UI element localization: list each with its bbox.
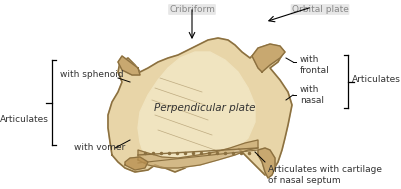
Text: Articulates: Articulates <box>351 75 400 84</box>
Text: Articulates: Articulates <box>0 115 49 125</box>
Polygon shape <box>125 157 148 170</box>
Polygon shape <box>138 52 254 168</box>
Polygon shape <box>118 56 140 75</box>
Text: with
nasal: with nasal <box>299 85 323 105</box>
Polygon shape <box>251 44 284 72</box>
Polygon shape <box>138 140 257 168</box>
Text: with vomer: with vomer <box>74 143 125 153</box>
Polygon shape <box>108 38 291 175</box>
Text: Perpendicular plate: Perpendicular plate <box>154 103 255 113</box>
Text: with
frontal: with frontal <box>299 55 329 75</box>
Text: Articulates with cartilage
of nasal septum: Articulates with cartilage of nasal sept… <box>267 165 381 185</box>
Polygon shape <box>257 148 274 178</box>
Text: with sphenoid: with sphenoid <box>60 70 124 80</box>
Text: Cribriform: Cribriform <box>169 5 215 14</box>
Text: Orbital plate: Orbital plate <box>291 5 348 14</box>
